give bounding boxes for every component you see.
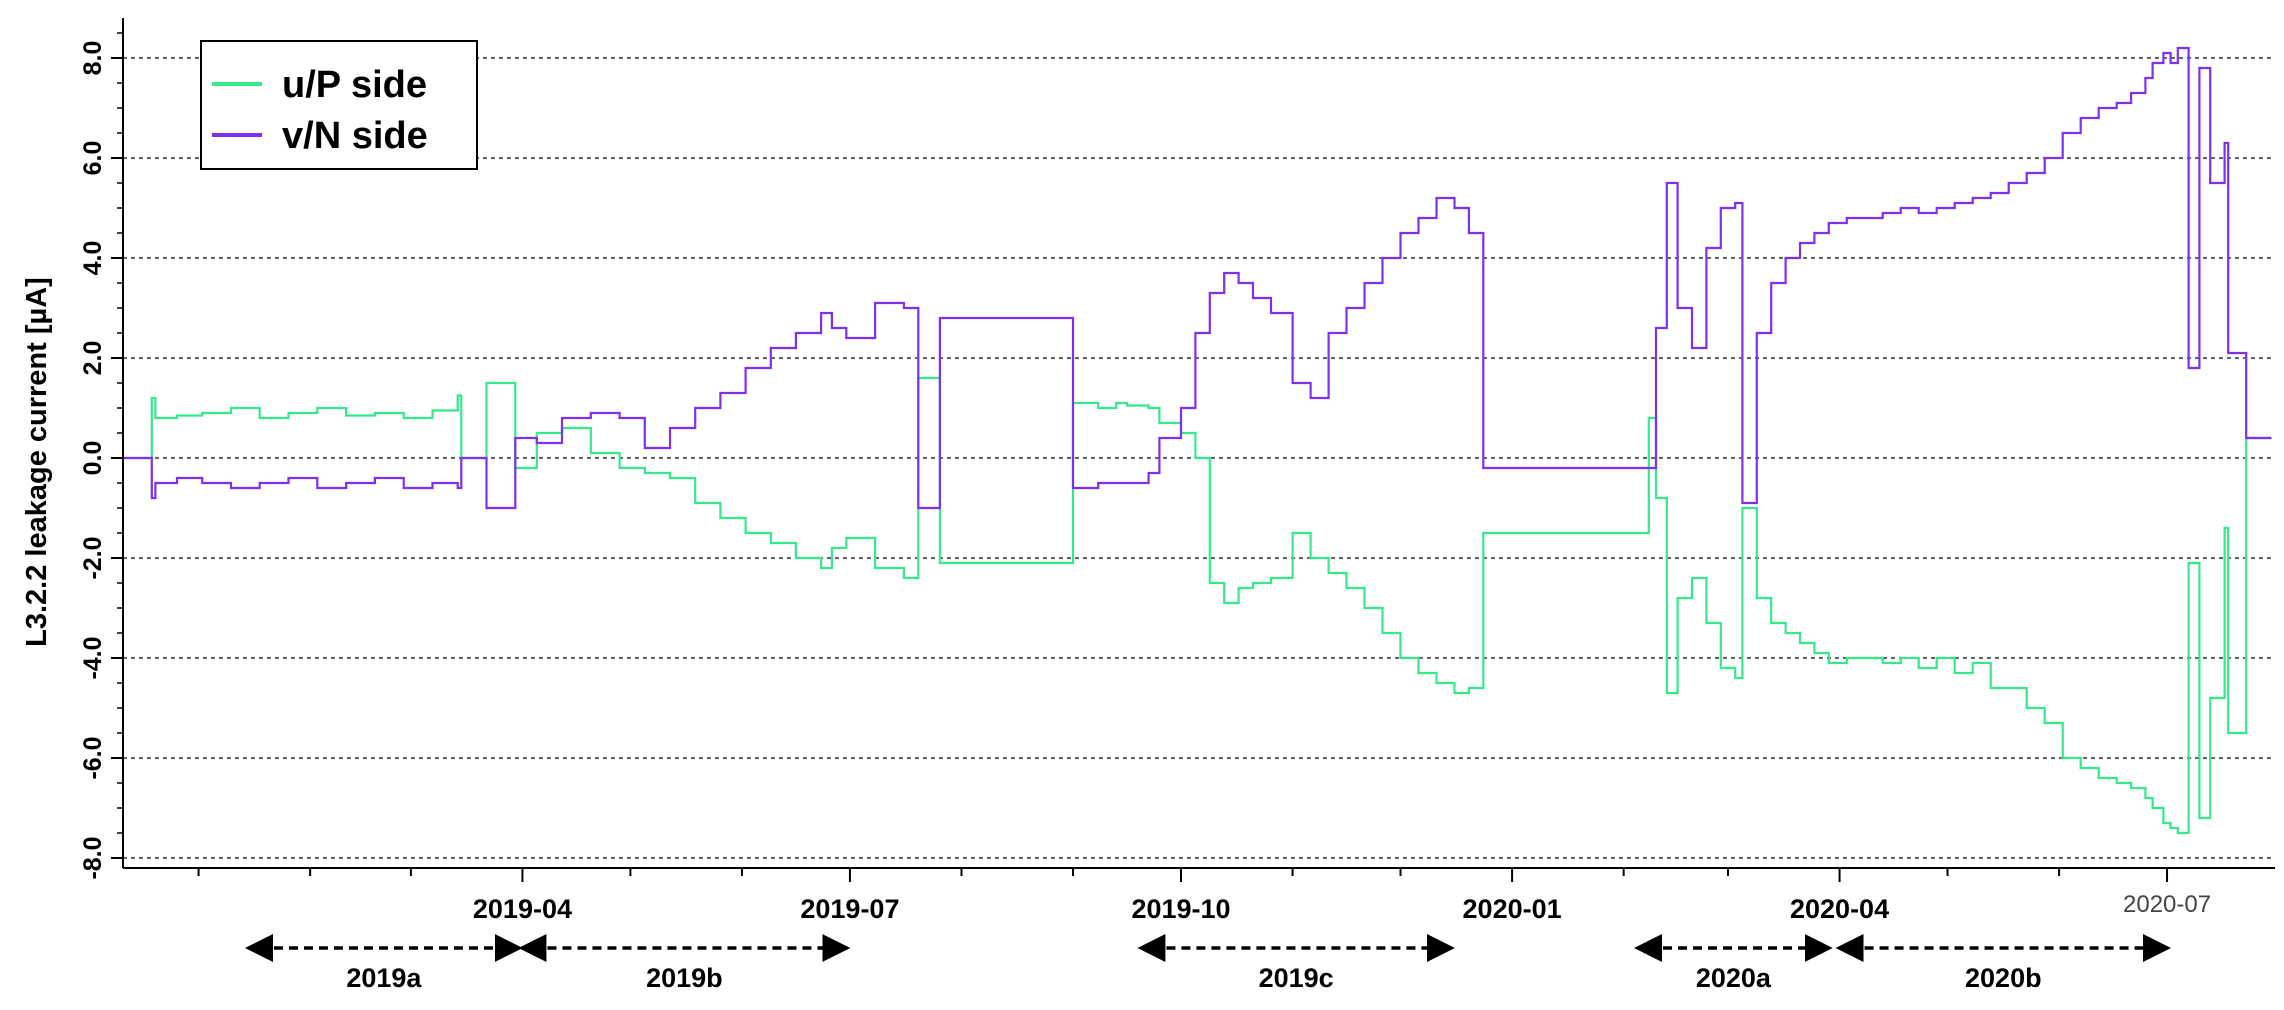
x-tick-label: 2020-07 <box>2123 891 2211 918</box>
x-tick-label: 2019-07 <box>800 894 899 924</box>
series-line-up <box>123 376 2272 835</box>
y-tick-marks <box>111 32 123 859</box>
legend-label-up: u/P side <box>282 64 427 106</box>
period-arrows: 2019a 2019b 2019c 2020a 2020b <box>244 934 2172 993</box>
x-tick-label: 2020-01 <box>1463 894 1562 924</box>
period-label: 2019c <box>1259 963 1334 993</box>
x-tick-labels: 2019-04 2019-07 2019-10 2020-01 2020-04 2020-… <box>473 891 2211 924</box>
y-tick-label: -6.0 <box>79 736 107 779</box>
y-tick-label: -2.0 <box>79 536 107 579</box>
x-tick-marks <box>197 868 2169 882</box>
y-tick-label: 8.0 <box>79 41 107 76</box>
y-tick-label: 4.0 <box>79 241 107 276</box>
y-tick-label: -8.0 <box>79 836 107 879</box>
x-tick-label: 2020-04 <box>1790 894 1889 924</box>
legend: u/P side v/N side <box>200 40 478 170</box>
series-layer <box>123 46 2272 835</box>
y-tick-label: 2.0 <box>79 341 107 376</box>
y-tick-label: -4.0 <box>79 636 107 679</box>
period-label: 2019a <box>346 963 422 993</box>
period-label: 2019b <box>646 963 723 993</box>
legend-label-vn: v/N side <box>282 115 428 157</box>
x-tick-label: 2019-04 <box>473 894 572 924</box>
period-label: 2020b <box>1965 963 2042 993</box>
period-label: 2020a <box>1696 963 1772 993</box>
x-tick-label: 2019-10 <box>1131 894 1230 924</box>
legend-box <box>200 40 478 170</box>
y-axis-label: L3.2.2 leakage current [µA] <box>21 277 53 647</box>
y-tick-label: 0.0 <box>79 441 107 476</box>
y-tick-labels: 8.0 6.0 4.0 2.0 0.0 -2.0 -4.0 -6.0 -8.0 <box>79 41 107 880</box>
y-tick-label: 6.0 <box>79 141 107 176</box>
series-line-vn <box>123 46 2272 510</box>
